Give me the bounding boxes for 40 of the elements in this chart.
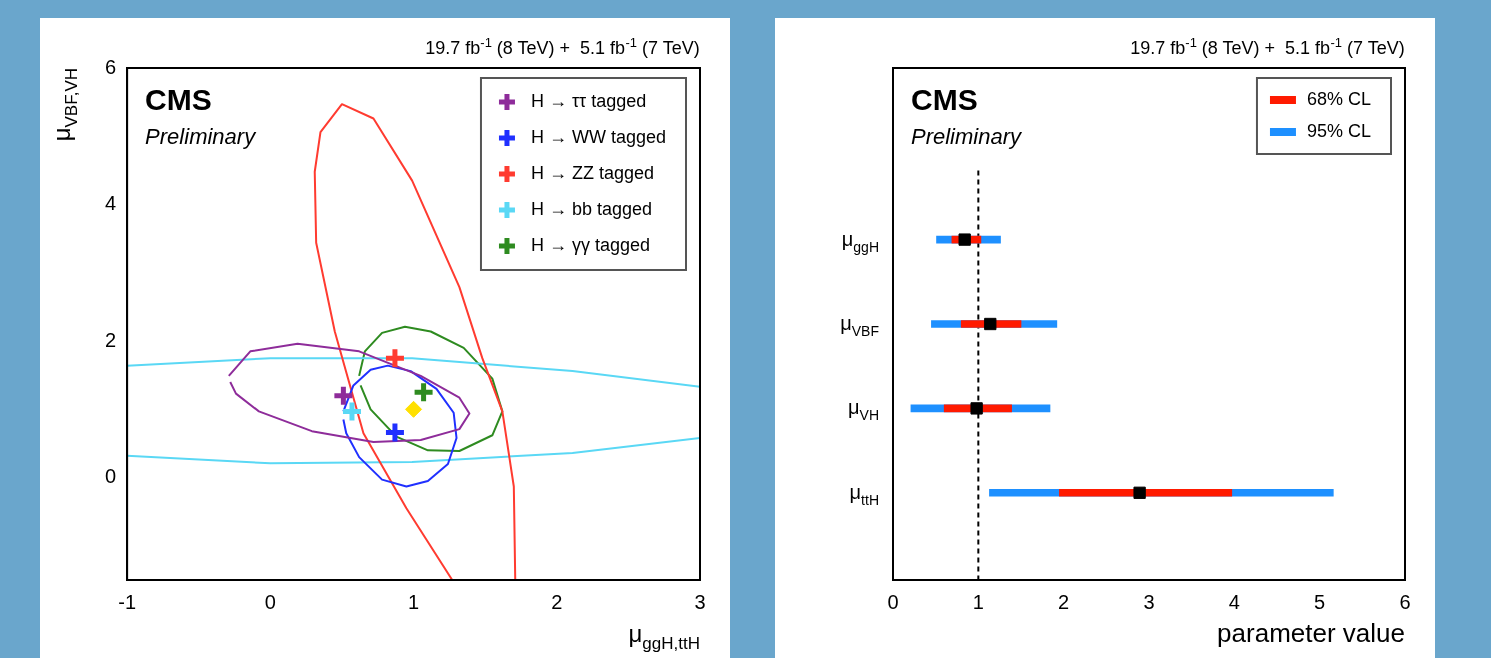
y-tick-label: 6: [105, 55, 117, 78]
x-tick-label: 0: [887, 590, 899, 613]
point: [1133, 486, 1146, 499]
x-tick-label: 2: [1058, 590, 1070, 613]
bar: [1059, 488, 1233, 497]
point: [331, 384, 355, 408]
legend-label: 68% CL: [1306, 88, 1372, 109]
x-tick-label: 0: [264, 590, 276, 613]
text: Preliminary: [911, 124, 1024, 149]
x-tick-label: 1: [972, 590, 984, 613]
x-tick-label: 3: [694, 590, 706, 613]
x-axis-title: parameter value: [1217, 618, 1406, 648]
x-tick-label: 2: [551, 590, 563, 613]
y-tick-label: 2: [105, 328, 117, 351]
x-tick-label: 4: [1228, 590, 1240, 613]
legend-label: H → γγ tagged: [530, 234, 651, 255]
legend-label: 95% CL: [1306, 120, 1372, 141]
x-tick-label: 3: [1143, 590, 1155, 613]
legend-label: H → WW tagged: [530, 126, 667, 147]
point: [984, 317, 997, 331]
point: [383, 421, 407, 445]
point: [958, 233, 971, 246]
annotation: CMS: [145, 83, 212, 116]
point: [412, 380, 436, 404]
x-tick-label: 1: [408, 590, 420, 613]
legend-label: H → ττ tagged: [530, 90, 647, 111]
y-tick-label: 4: [105, 192, 117, 215]
x-tick-label: -1: [118, 590, 137, 613]
legend-label: H → bb tagged: [530, 198, 653, 219]
annotation: Preliminary: [145, 124, 258, 149]
point: [405, 400, 423, 418]
point: [340, 399, 364, 423]
y-tick-label: 0: [105, 465, 117, 488]
x-tick-label: 5: [1314, 590, 1326, 613]
y-axis-title: μVBF,VH: [48, 67, 82, 142]
x-tick-label: 6: [1399, 590, 1411, 613]
point: [970, 402, 983, 415]
legend-label: H → ZZ tagged: [530, 162, 655, 183]
text: CMS: [911, 83, 978, 116]
point: [383, 346, 407, 370]
